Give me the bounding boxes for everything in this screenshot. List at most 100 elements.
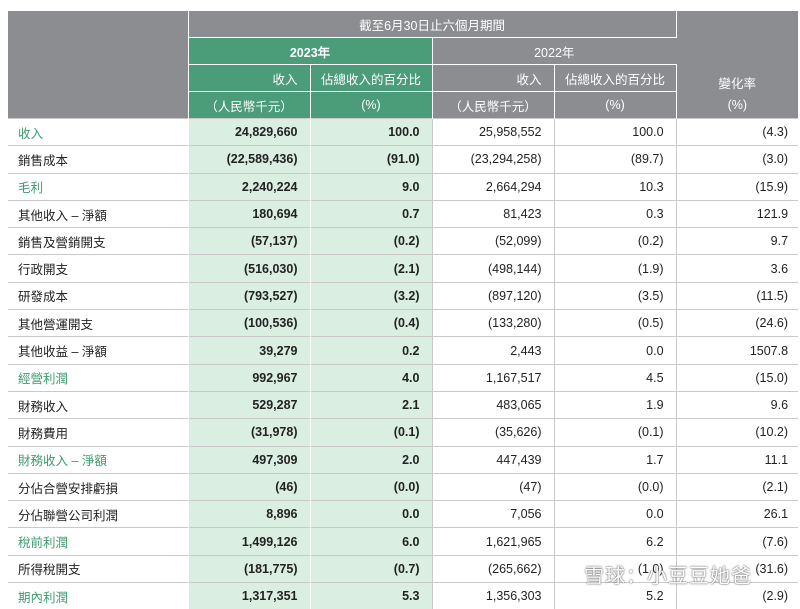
revenue-2022-cell: 483,065: [432, 391, 554, 418]
table-row: 研發成本(793,527)(3.2)(897,120)(3.5)(11.5): [8, 282, 798, 309]
revenue-2023-cell: 529,287: [188, 391, 310, 418]
revenue-2023-cell: (31,978): [188, 419, 310, 446]
revenue-2022-cell: (133,280): [432, 310, 554, 337]
pct-2023-cell: 0.0: [310, 501, 432, 528]
table-row: 其他營運開支(100,536)(0.4)(133,280)(0.5)(24.6): [8, 310, 798, 337]
pct-2022-cell: 4.5: [554, 364, 676, 391]
change-cell: 121.9: [676, 200, 798, 227]
change-cell: 9.7: [676, 228, 798, 255]
change-cell: (24.6): [676, 310, 798, 337]
pct-2023-cell: 100.0: [310, 119, 432, 146]
pct-2022-cell: (0.1): [554, 419, 676, 446]
revenue-2022-cell: 81,423: [432, 200, 554, 227]
row-label: 財務收入 – 淨額: [8, 446, 188, 473]
change-cell: 11.1: [676, 446, 798, 473]
change-header-top: [676, 11, 798, 38]
row-label: 毛利: [8, 173, 188, 200]
unit-rmb-2023: （人民幣千元）: [188, 92, 310, 119]
revenue-2023-cell: (181,775): [188, 555, 310, 582]
revenue-2023-cell: (100,536): [188, 310, 310, 337]
row-label: 所得稅開支: [8, 555, 188, 582]
header-corner: [8, 11, 188, 119]
pct-2022-cell: (0.0): [554, 473, 676, 500]
row-label: 經營利潤: [8, 364, 188, 391]
row-label: 財務費用: [8, 419, 188, 446]
pct-2023-cell: 4.0: [310, 364, 432, 391]
revenue-2023-cell: 2,240,224: [188, 173, 310, 200]
watermark: 雪球：小豆豆她爸: [556, 562, 792, 590]
unit-rmb-2022: （人民幣千元）: [432, 92, 554, 119]
pct-2023-cell: 0.2: [310, 337, 432, 364]
pct-2022-cell: 0.0: [554, 337, 676, 364]
row-label: 行政開支: [8, 255, 188, 282]
table-row: 分佔合營安排虧損(46)(0.0)(47)(0.0)(2.1): [8, 473, 798, 500]
year-2022-header: 2022年: [432, 38, 676, 65]
revenue-2022-cell: (23,294,258): [432, 146, 554, 173]
revenue-2023-cell: 992,967: [188, 364, 310, 391]
table-row: 財務費用(31,978)(0.1)(35,626)(0.1)(10.2): [8, 419, 798, 446]
year-2023-header: 2023年: [188, 38, 432, 65]
pct-2022-cell: (1.9): [554, 255, 676, 282]
pct-2022-cell: (0.5): [554, 310, 676, 337]
revenue-2022-cell: 1,167,517: [432, 364, 554, 391]
pct-2023-cell: (0.2): [310, 228, 432, 255]
pct-2023-cell: (2.1): [310, 255, 432, 282]
pct-2023-cell: (0.1): [310, 419, 432, 446]
change-header-spacer: [676, 38, 798, 65]
pct-2022-cell: (89.7): [554, 146, 676, 173]
revenue-2023-cell: 24,829,660: [188, 119, 310, 146]
pct-2022-cell: 10.3: [554, 173, 676, 200]
revenue-2023-cell: 1,317,351: [188, 583, 310, 609]
revenue-2023-cell: 8,896: [188, 501, 310, 528]
snowball-logo-icon: [556, 562, 580, 592]
revenue-2022-cell: 1,621,965: [432, 528, 554, 555]
pct-2023-cell: 6.0: [310, 528, 432, 555]
change-cell: 9.6: [676, 391, 798, 418]
pct-2023-cell: 2.1: [310, 391, 432, 418]
pct-2023-cell: (91.0): [310, 146, 432, 173]
change-cell: (4.3): [676, 119, 798, 146]
pct-2023-cell: 9.0: [310, 173, 432, 200]
revenue-2023-cell: (46): [188, 473, 310, 500]
pct-2023-cell: (0.7): [310, 555, 432, 582]
revenue-2022-cell: 7,056: [432, 501, 554, 528]
revenue-2022-cell: 1,356,303: [432, 583, 554, 609]
pct-2023-cell: 5.3: [310, 583, 432, 609]
unit-pct-2022: (%): [554, 92, 676, 119]
pct-2022-cell: 100.0: [554, 119, 676, 146]
change-cell: (15.9): [676, 173, 798, 200]
pct-2023-cell: (0.0): [310, 473, 432, 500]
unit-pct-2023: (%): [310, 92, 432, 119]
row-label: 其他營運開支: [8, 310, 188, 337]
revenue-2023-cell: (516,030): [188, 255, 310, 282]
watermark-text: 雪球：小豆豆她爸: [584, 565, 752, 587]
revenue-2023-cell: (22,589,436): [188, 146, 310, 173]
revenue-2022-cell: (265,662): [432, 555, 554, 582]
unit-pct-change: (%): [676, 92, 798, 119]
change-cell: 26.1: [676, 501, 798, 528]
pct-2023-cell: 2.0: [310, 446, 432, 473]
pct-2022-cell: 0.3: [554, 200, 676, 227]
pct-2022-cell: 0.0: [554, 501, 676, 528]
row-label: 分佔合營安排虧損: [8, 473, 188, 500]
change-cell: 3.6: [676, 255, 798, 282]
pct-2023-cell: (0.4): [310, 310, 432, 337]
income-statement-table: 截至6月30日止六個月期間 2023年 2022年 收入 佔總收入的百分比 收入…: [8, 11, 798, 609]
change-cell: 1507.8: [676, 337, 798, 364]
pct-2022-cell: 1.7: [554, 446, 676, 473]
period-header: 截至6月30日止六個月期間: [188, 11, 676, 38]
row-label: 期內利潤: [8, 583, 188, 609]
table-row: 銷售及營銷開支(57,137)(0.2)(52,099)(0.2)9.7: [8, 228, 798, 255]
change-cell: (15.0): [676, 364, 798, 391]
revenue-2023-cell: 1,499,126: [188, 528, 310, 555]
